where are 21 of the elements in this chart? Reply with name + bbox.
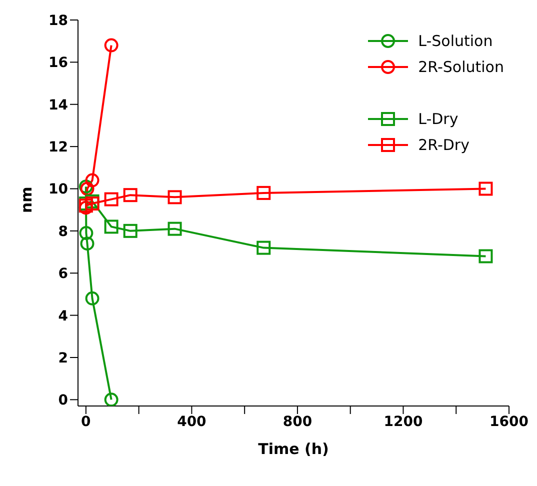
legend-label: L-Dry [418, 110, 458, 128]
x-tick-label: 1200 [384, 414, 423, 430]
x-tick-label: 1600 [490, 414, 529, 430]
y-tick-label: 16 [48, 55, 68, 72]
y-tick-label: 10 [48, 182, 68, 198]
y-tick-label: 18 [48, 12, 68, 29]
y-tick-label: 8 [58, 224, 68, 240]
y-tick-label: 2 [58, 350, 68, 366]
legend-label: 2R-Solution [418, 58, 504, 76]
x-tick-label: 0 [81, 414, 92, 430]
y-tick-label: 14 [48, 97, 68, 114]
y-tick-label: 4 [58, 308, 68, 324]
y-tick-label: 12 [48, 140, 68, 156]
legend-label: 2R-Dry [418, 136, 470, 154]
legend-label: L-Solution [418, 32, 493, 50]
x-tick-label: 800 [282, 414, 312, 430]
x-axis-title: Time (h) [258, 440, 329, 458]
y-axis-title: nm [17, 186, 36, 213]
y-tick-label: 6 [58, 266, 68, 282]
x-tick-label: 400 [177, 414, 207, 430]
y-tick-label: 0 [58, 392, 68, 409]
